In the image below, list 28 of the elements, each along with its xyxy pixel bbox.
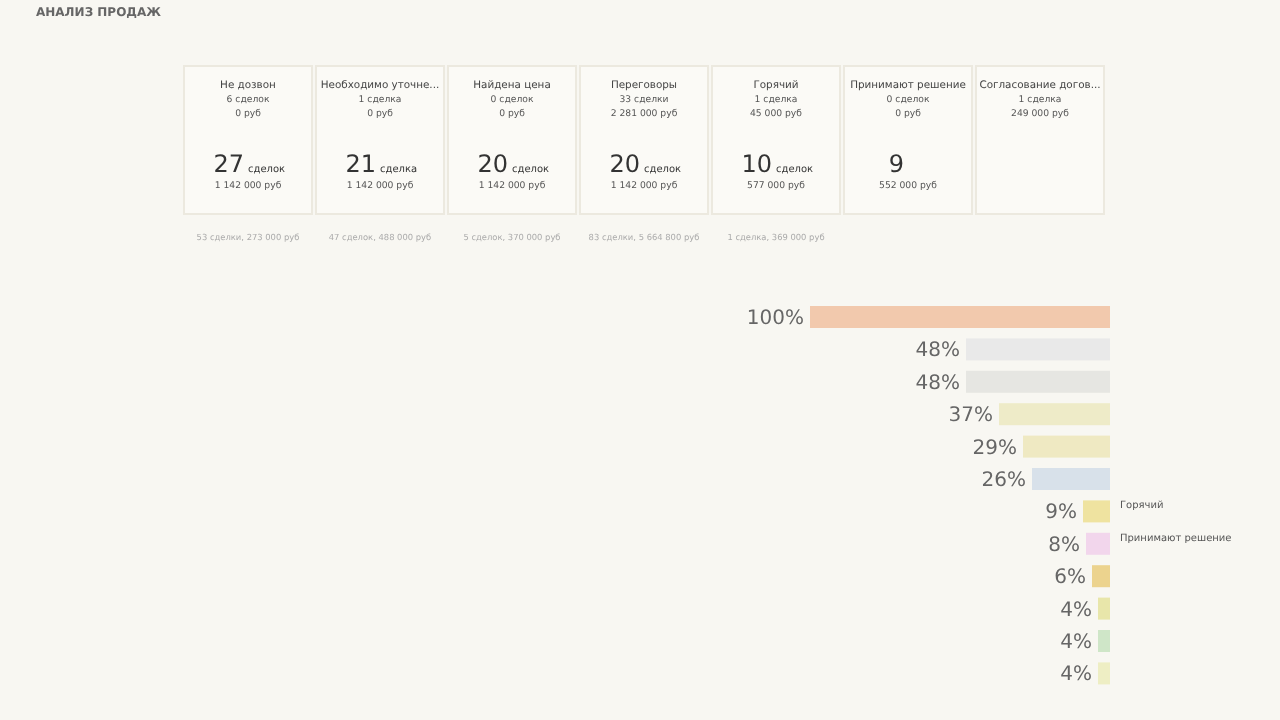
data-label: 6%	[1054, 567, 1086, 590]
bar	[1092, 565, 1110, 588]
bar	[1023, 435, 1110, 458]
bar	[1098, 662, 1110, 685]
bar	[1098, 597, 1110, 620]
data-label: 37%	[948, 405, 993, 428]
data-label: 48%	[915, 372, 960, 395]
data-label: 29%	[972, 437, 1017, 460]
data-label: 9%	[1045, 502, 1077, 525]
data-label: 4%	[1060, 632, 1092, 654]
text: 20	[609, 150, 640, 178]
bar	[810, 306, 1110, 328]
data-label: 48%	[915, 340, 960, 363]
bar	[1032, 468, 1110, 490]
text: 10	[741, 150, 772, 178]
bar	[1083, 500, 1110, 523]
text: 27	[213, 150, 244, 178]
bar	[1098, 630, 1110, 652]
bar	[1086, 532, 1110, 555]
text: 9	[888, 150, 904, 178]
text: 20	[477, 150, 508, 178]
data-label: 4%	[1060, 599, 1092, 622]
data-label: 100%	[746, 308, 804, 330]
data-label: 8%	[1048, 534, 1080, 557]
text: 21	[345, 150, 376, 178]
bar	[999, 403, 1110, 426]
data-label: 26%	[981, 470, 1026, 492]
data-label: 4%	[1060, 664, 1092, 687]
